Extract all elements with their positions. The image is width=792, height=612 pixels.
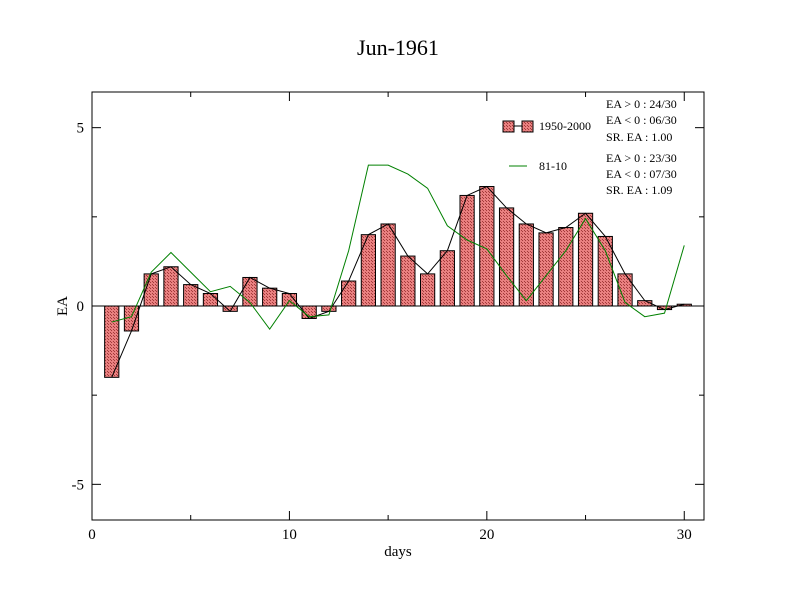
bar bbox=[420, 273, 436, 307]
x-axis-label: days bbox=[384, 544, 412, 560]
bar bbox=[459, 194, 475, 307]
x-tick-label: 30 bbox=[677, 527, 692, 543]
stats-line: EA > 0 : 23/30 bbox=[606, 151, 677, 165]
x-tick-label: 0 bbox=[88, 527, 96, 543]
stats-line: EA < 0 : 06/30 bbox=[606, 113, 677, 127]
bar bbox=[558, 227, 574, 307]
bar bbox=[439, 250, 455, 307]
bar-series bbox=[104, 186, 692, 378]
legend-swatch-1950-2000-right bbox=[521, 120, 534, 133]
x-tick-label: 20 bbox=[479, 527, 494, 543]
stats-line: EA > 0 : 24/30 bbox=[606, 97, 677, 111]
bar bbox=[262, 287, 278, 307]
x-tick-label: 10 bbox=[282, 527, 297, 543]
chart-title: Jun-1961 bbox=[357, 35, 439, 60]
y-tick-label: 5 bbox=[77, 121, 85, 137]
stats-line: SR. EA : 1.09 bbox=[606, 183, 672, 197]
legend-label-81-10: 81-10 bbox=[539, 159, 567, 173]
stats-line: EA < 0 : 07/30 bbox=[606, 167, 677, 181]
bar bbox=[400, 255, 416, 307]
series-line-1950-2000 bbox=[111, 185, 685, 378]
stats-block-1950-2000: EA > 0 : 24/30 EA < 0 : 06/30 SR. EA : 1… bbox=[606, 97, 677, 144]
bar bbox=[163, 266, 179, 307]
series-line-81-10 bbox=[111, 164, 685, 331]
stats-block-81-10: EA > 0 : 23/30 EA < 0 : 07/30 SR. EA : 1… bbox=[606, 151, 677, 197]
bar bbox=[380, 223, 396, 307]
y-tick-label: -5 bbox=[72, 477, 85, 493]
y-axis-label: EA bbox=[55, 296, 71, 316]
bar bbox=[498, 207, 515, 307]
bar bbox=[242, 276, 258, 307]
stats-line: SR. EA : 1.00 bbox=[606, 130, 672, 144]
y-tick-label: 0 bbox=[77, 299, 85, 315]
bar bbox=[143, 273, 159, 307]
bar bbox=[202, 293, 219, 307]
legend-swatch-1950-2000-left bbox=[502, 120, 515, 133]
bar bbox=[183, 284, 199, 307]
bar bbox=[341, 280, 357, 307]
axis-tick-labels: 0 10 20 30 -5 0 5 bbox=[72, 121, 692, 543]
legend: 1950-2000 81-10 bbox=[502, 119, 591, 173]
legend-label-1950-2000: 1950-2000 bbox=[539, 119, 591, 133]
axis-ticks bbox=[91, 92, 704, 520]
